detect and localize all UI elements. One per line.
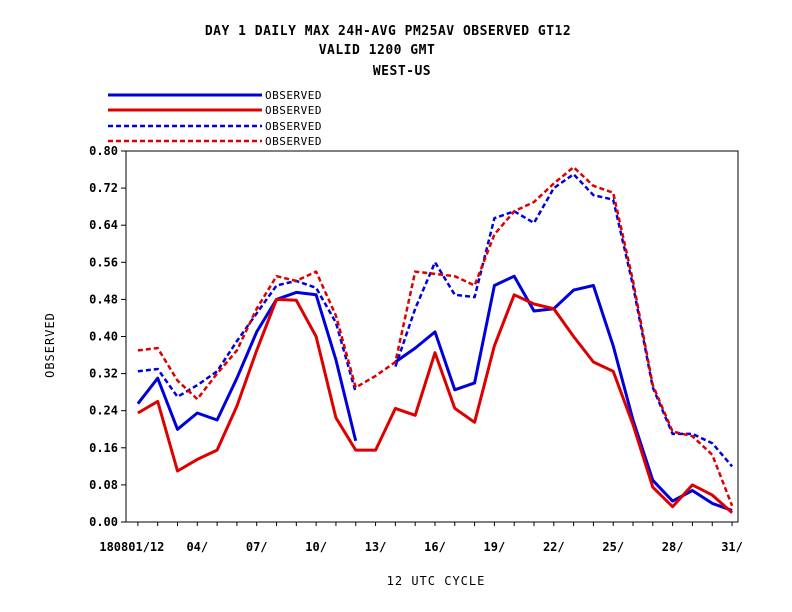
series-line-3 [137, 279, 357, 399]
legend: OBSERVED OBSERVED OBSERVED OBSERVED [108, 89, 322, 148]
legend-label-3: OBSERVED [265, 120, 322, 133]
chart-title-line-3: WEST-US [373, 64, 431, 79]
x-tick-label: 16/ [424, 540, 446, 554]
y-tick-label: 0.80 [89, 144, 118, 158]
y-tick-label: 0.40 [89, 330, 118, 344]
legend-label-1: OBSERVED [265, 89, 322, 102]
chart-title-line-1: DAY 1 DAILY MAX 24H-AVG PM25AV OBSERVED … [205, 24, 571, 39]
x-tick-label: 25/ [602, 540, 624, 554]
legend-label-4: OBSERVED [265, 135, 322, 148]
x-tick-label: 31/ [721, 540, 743, 554]
x-axis: 180801/12 04/07/10/13/16/19/22/25/28/31/ [99, 522, 743, 554]
y-tick-label: 0.24 [89, 404, 118, 418]
legend-label-2: OBSERVED [265, 104, 322, 117]
x-tick-label: 13/ [365, 540, 387, 554]
y-tick-label: 0.48 [89, 292, 118, 306]
x-tick-label: 28/ [662, 540, 684, 554]
y-axis: 0.00 0.08 0.16 0.24 0.32 0.40 0.48 0.56 0.64 0.72… [89, 144, 126, 529]
y-tick-label: 0.32 [89, 367, 118, 381]
y-tick-label: 0.16 [89, 441, 118, 455]
y-tick-label: 0.72 [89, 181, 118, 195]
series-line-1 [136, 290, 358, 442]
x-tick-label: 04/ [186, 540, 208, 554]
series-lines [136, 165, 734, 514]
x-tick-label: 19/ [484, 540, 506, 554]
x-tick-label: 22/ [543, 540, 565, 554]
series-line-3 [394, 172, 734, 468]
x-tick-label: 07/ [246, 540, 268, 554]
x-tick-label: 180801/12 [99, 540, 164, 554]
y-tick-label: 0.64 [89, 218, 118, 232]
series-line-4 [137, 165, 734, 507]
x-axis-label: 12 UTC CYCLE [387, 574, 486, 588]
series-line-2 [137, 293, 734, 514]
series-line-1 [394, 274, 733, 512]
chart-title-line-2: VALID 1200 GMT [319, 43, 436, 58]
y-axis-label: OBSERVED [43, 312, 57, 378]
x-tick-label: 10/ [305, 540, 327, 554]
y-tick-label: 0.56 [89, 255, 118, 269]
y-tick-label: 0.08 [89, 478, 118, 492]
y-tick-label: 0.00 [89, 515, 118, 529]
